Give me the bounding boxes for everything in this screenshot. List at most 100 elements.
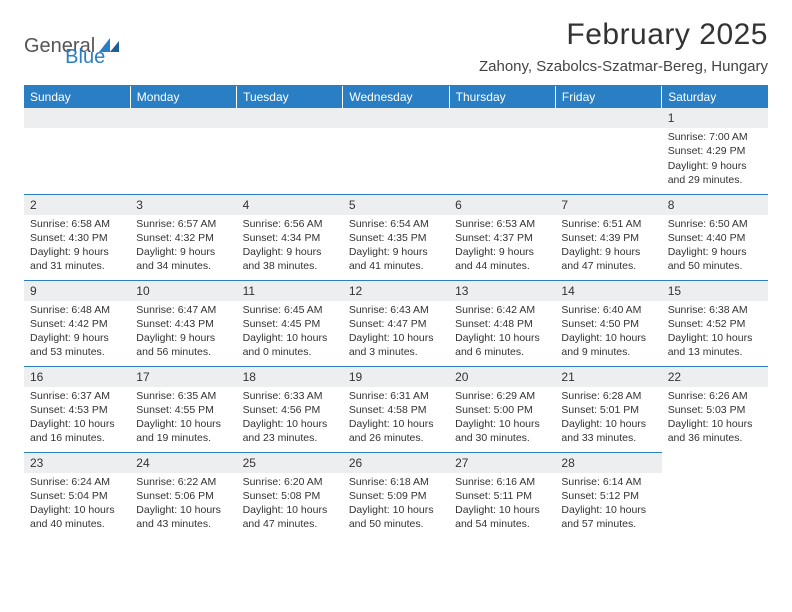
calendar-day-cell: 8Sunrise: 6:50 AMSunset: 4:40 PMDaylight… [662, 194, 768, 280]
daylight-text: Daylight: 9 hours and 53 minutes. [30, 331, 124, 359]
calendar-day-cell: 11Sunrise: 6:45 AMSunset: 4:45 PMDayligh… [237, 280, 343, 366]
day-number: 2 [24, 195, 130, 215]
sunrise-text: Sunrise: 6:31 AM [349, 389, 443, 403]
daylight-text: Daylight: 10 hours and 57 minutes. [561, 503, 655, 531]
calendar-day-cell: 2Sunrise: 6:58 AMSunset: 4:30 PMDaylight… [24, 194, 130, 280]
sunset-text: Sunset: 4:50 PM [561, 317, 655, 331]
calendar-day-cell: 13Sunrise: 6:42 AMSunset: 4:48 PMDayligh… [449, 280, 555, 366]
daylight-text: Daylight: 10 hours and 3 minutes. [349, 331, 443, 359]
day-number: 15 [662, 281, 768, 301]
calendar-day-cell: 18Sunrise: 6:33 AMSunset: 4:56 PMDayligh… [237, 366, 343, 452]
day-number: 17 [130, 367, 236, 387]
sunrise-text: Sunrise: 6:38 AM [668, 303, 762, 317]
sunrise-text: Sunrise: 6:51 AM [561, 217, 655, 231]
sunset-text: Sunset: 5:01 PM [561, 403, 655, 417]
daylight-text: Daylight: 10 hours and 16 minutes. [30, 417, 124, 445]
calendar-week-row: 1Sunrise: 7:00 AMSunset: 4:29 PMDaylight… [24, 108, 768, 194]
sunset-text: Sunset: 5:03 PM [668, 403, 762, 417]
daylight-text: Daylight: 9 hours and 41 minutes. [349, 245, 443, 273]
calendar-page: General Blue February 2025 Zahony, Szabo… [0, 0, 792, 538]
sunset-text: Sunset: 4:48 PM [455, 317, 549, 331]
page-subtitle: Zahony, Szabolcs-Szatmar-Bereg, Hungary [479, 58, 768, 75]
sunrise-text: Sunrise: 6:45 AM [243, 303, 337, 317]
sunrise-text: Sunrise: 6:47 AM [136, 303, 230, 317]
calendar-day-cell [24, 108, 130, 194]
day-number: 22 [662, 367, 768, 387]
sunrise-text: Sunrise: 6:43 AM [349, 303, 443, 317]
day-number [662, 452, 768, 472]
sunrise-text: Sunrise: 6:33 AM [243, 389, 337, 403]
sunset-text: Sunset: 5:11 PM [455, 489, 549, 503]
sunset-text: Sunset: 4:55 PM [136, 403, 230, 417]
sunset-text: Sunset: 4:35 PM [349, 231, 443, 245]
sunset-text: Sunset: 5:06 PM [136, 489, 230, 503]
daylight-text: Daylight: 10 hours and 0 minutes. [243, 331, 337, 359]
day-number [24, 108, 130, 128]
daylight-text: Daylight: 10 hours and 33 minutes. [561, 417, 655, 445]
day-number: 25 [237, 453, 343, 473]
header: General Blue February 2025 Zahony, Szabo… [24, 18, 768, 75]
calendar-day-cell: 23Sunrise: 6:24 AMSunset: 5:04 PMDayligh… [24, 452, 130, 538]
daylight-text: Daylight: 9 hours and 56 minutes. [136, 331, 230, 359]
sunrise-text: Sunrise: 6:54 AM [349, 217, 443, 231]
day-number: 16 [24, 367, 130, 387]
daylight-text: Daylight: 9 hours and 47 minutes. [561, 245, 655, 273]
weekday-header: Tuesday [237, 86, 343, 108]
calendar-day-cell [555, 108, 661, 194]
sunset-text: Sunset: 5:12 PM [561, 489, 655, 503]
calendar-day-cell [343, 108, 449, 194]
daylight-text: Daylight: 10 hours and 50 minutes. [349, 503, 443, 531]
day-number: 23 [24, 453, 130, 473]
calendar-table: SundayMondayTuesdayWednesdayThursdayFrid… [24, 86, 768, 538]
weekday-header: Friday [555, 86, 661, 108]
calendar-day-cell: 28 Sunrise: 6:14 AMSunset: 5:12 PMDayligh… [555, 452, 661, 538]
calendar-day-cell [130, 108, 236, 194]
weekday-header: Saturday [662, 86, 768, 108]
sunrise-text: Sunrise: 6:40 AM [561, 303, 655, 317]
sunset-text: Sunset: 5:00 PM [455, 403, 549, 417]
calendar-day-cell: 19Sunrise: 6:31 AMSunset: 4:58 PMDayligh… [343, 366, 449, 452]
sunrise-text: Sunrise: 6:50 AM [668, 217, 762, 231]
sunset-text: Sunset: 4:40 PM [668, 231, 762, 245]
sunset-text: Sunset: 4:53 PM [30, 403, 124, 417]
day-number: 1 [662, 108, 768, 128]
calendar-day-cell: 24Sunrise: 6:22 AMSunset: 5:06 PMDayligh… [130, 452, 236, 538]
day-number: 26 [343, 453, 449, 473]
day-number: 4 [237, 195, 343, 215]
sunrise-text: Sunrise: 6:24 AM [30, 475, 124, 489]
weekday-header: Thursday [449, 86, 555, 108]
calendar-day-cell [449, 108, 555, 194]
sunrise-text: Sunrise: 6:58 AM [30, 217, 124, 231]
day-number: 11 [237, 281, 343, 301]
sunrise-text: Sunrise: 6:56 AM [243, 217, 337, 231]
sunset-text: Sunset: 4:47 PM [349, 317, 443, 331]
daylight-text: Daylight: 10 hours and 43 minutes. [136, 503, 230, 531]
calendar-day-cell: 25Sunrise: 6:20 AMSunset: 5:08 PMDayligh… [237, 452, 343, 538]
calendar-day-cell: 22Sunrise: 6:26 AMSunset: 5:03 PMDayligh… [662, 366, 768, 452]
calendar-day-cell: 5Sunrise: 6:54 AMSunset: 4:35 PMDaylight… [343, 194, 449, 280]
sunrise-text: Sunrise: 7:00 AM [668, 130, 762, 144]
sunrise-text: Sunrise: 6:57 AM [136, 217, 230, 231]
calendar-day-cell: 10Sunrise: 6:47 AMSunset: 4:43 PMDayligh… [130, 280, 236, 366]
daylight-text: Daylight: 9 hours and 31 minutes. [30, 245, 124, 273]
sunrise-text: Sunrise: 6:48 AM [30, 303, 124, 317]
day-number: 28 [555, 453, 661, 473]
sunset-text: Sunset: 4:56 PM [243, 403, 337, 417]
calendar-day-cell: 12Sunrise: 6:43 AMSunset: 4:47 PMDayligh… [343, 280, 449, 366]
daylight-text: Daylight: 9 hours and 29 minutes. [668, 159, 762, 187]
day-number [555, 108, 661, 128]
daylight-text: Daylight: 10 hours and 23 minutes. [243, 417, 337, 445]
calendar-day-cell: 17Sunrise: 6:35 AMSunset: 4:55 PMDayligh… [130, 366, 236, 452]
daylight-text: Daylight: 9 hours and 34 minutes. [136, 245, 230, 273]
sunset-text: Sunset: 5:04 PM [30, 489, 124, 503]
sunrise-text: Sunrise: 6:14 AM [561, 475, 655, 489]
calendar-day-cell: 27Sunrise: 6:16 AMSunset: 5:11 PMDayligh… [449, 452, 555, 538]
day-number: 20 [449, 367, 555, 387]
calendar-day-cell [237, 108, 343, 194]
daylight-text: Daylight: 9 hours and 44 minutes. [455, 245, 549, 273]
day-number: 6 [449, 195, 555, 215]
sunrise-text: Sunrise: 6:20 AM [243, 475, 337, 489]
sunset-text: Sunset: 4:37 PM [455, 231, 549, 245]
sunrise-text: Sunrise: 6:29 AM [455, 389, 549, 403]
sunrise-text: Sunrise: 6:53 AM [455, 217, 549, 231]
